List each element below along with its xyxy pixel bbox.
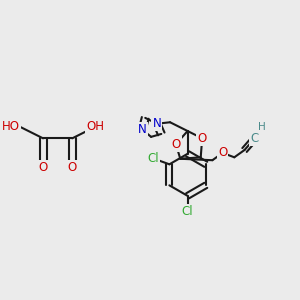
Text: O: O — [198, 132, 207, 145]
Text: C: C — [250, 132, 259, 145]
Text: O: O — [38, 161, 48, 174]
Text: HO: HO — [2, 120, 20, 133]
Text: N: N — [138, 123, 147, 136]
Text: O: O — [218, 146, 227, 159]
Text: N: N — [152, 117, 161, 130]
Text: O: O — [68, 161, 77, 174]
Text: H: H — [258, 122, 265, 132]
Text: Cl: Cl — [182, 206, 194, 218]
Text: Cl: Cl — [148, 152, 159, 165]
Text: OH: OH — [87, 120, 105, 133]
Text: O: O — [171, 138, 181, 151]
